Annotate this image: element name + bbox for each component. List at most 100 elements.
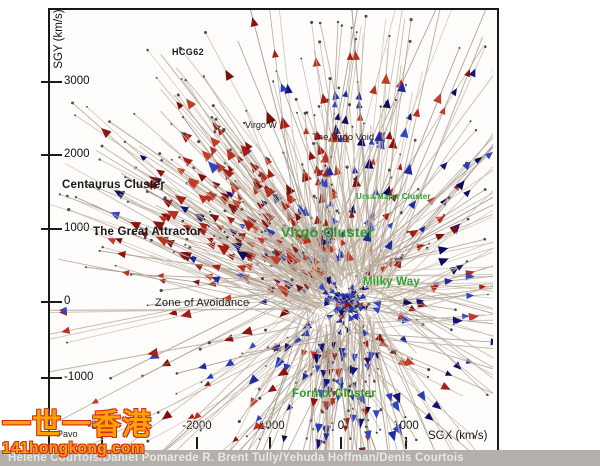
velocity-vector-approaching — [317, 327, 326, 409]
velocity-vector-receding — [385, 266, 493, 272]
velocity-vector-approaching — [353, 241, 493, 296]
velocity-vector-receding — [365, 216, 493, 272]
velocity-vector-receding — [305, 331, 328, 440]
velocity-vector-approaching — [362, 336, 493, 394]
x-axis-label: SGX (km/s) — [428, 430, 488, 442]
velocity-vector-approaching — [335, 285, 360, 314]
velocity-vector-approaching — [336, 330, 366, 450]
velocity-vector-receding — [367, 213, 493, 267]
velocity-vector-approaching — [358, 153, 402, 280]
velocity-vector-receding — [312, 141, 340, 271]
velocity-vector-approaching — [376, 18, 413, 271]
x-tick-label: 0 — [337, 420, 345, 432]
velocity-vector-receding — [338, 26, 354, 275]
velocity-vector-approaching — [383, 143, 493, 284]
velocity-vector-receding — [155, 76, 333, 290]
velocity-vector-receding — [269, 153, 331, 266]
velocity-vector-approaching — [369, 300, 385, 308]
velocity-vector-approaching — [175, 332, 337, 375]
velocity-vector-approaching — [321, 289, 333, 298]
watermark-url-text: 141hongkong.com — [2, 440, 145, 458]
velocity-vector-receding — [254, 352, 318, 390]
velocity-vector-approaching — [386, 305, 493, 394]
y-tick-label: -1000 — [64, 371, 94, 383]
velocity-vector-receding — [146, 346, 320, 443]
velocity-vector-approaching — [307, 312, 314, 450]
velocity-vector-approaching — [358, 151, 493, 263]
y-tick-mark — [41, 377, 62, 379]
velocity-vector-approaching — [375, 91, 414, 287]
velocity-vector-approaching — [355, 18, 387, 281]
velocity-vector-receding — [238, 234, 333, 299]
velocity-vector-approaching — [348, 321, 372, 450]
velocity-vector-receding — [364, 312, 493, 331]
velocity-vector-receding — [173, 94, 327, 271]
x-tick-mark — [101, 437, 103, 449]
velocity-vector-approaching — [362, 237, 487, 270]
velocity-vector-approaching — [370, 105, 384, 276]
velocity-vector-receding — [269, 10, 303, 278]
velocity-vector-approaching — [175, 327, 310, 395]
velocity-vector-receding — [290, 278, 317, 308]
y-tick-mark — [41, 228, 62, 230]
velocity-vector-approaching — [326, 298, 353, 315]
velocity-vector-receding — [162, 299, 315, 450]
velocity-vector-receding — [384, 313, 493, 376]
velocity-vector-receding — [74, 114, 325, 283]
velocity-vector-approaching — [383, 138, 417, 286]
velocity-vector-approaching — [328, 328, 332, 450]
velocity-vector-approaching — [336, 341, 377, 450]
velocity-vectors-svg — [50, 10, 493, 450]
velocity-vector-approaching — [355, 337, 418, 442]
velocity-vector-approaching — [199, 313, 324, 432]
velocity-vector-receding — [50, 284, 299, 335]
velocity-vector-receding — [245, 109, 319, 301]
velocity-vector-approaching — [379, 312, 417, 354]
velocity-vector-receding — [260, 231, 316, 303]
x-tick-label: -3000 — [87, 420, 117, 432]
velocity-vector-approaching — [361, 283, 493, 311]
velocity-vector-approaching — [318, 336, 361, 450]
velocity-vector-approaching — [374, 280, 493, 314]
velocity-vector-receding — [381, 36, 484, 294]
velocity-vector-approaching — [313, 332, 322, 377]
velocity-vector-approaching — [50, 306, 309, 314]
velocity-vector-receding — [366, 188, 487, 268]
velocity-vector-approaching — [331, 327, 351, 432]
velocity-vector-approaching — [345, 327, 348, 450]
y-tick-label: 1000 — [64, 222, 90, 234]
velocity-vector-receding — [178, 156, 320, 281]
velocity-vector-receding — [313, 51, 360, 279]
x-tick-mark — [269, 437, 271, 449]
plot-frame: SGY (km/s) SGX (km/s) 3000 2000 1000 0 -1000… — [41, 8, 499, 456]
velocity-vector-approaching — [392, 285, 493, 317]
velocity-vector-receding — [258, 173, 342, 289]
velocity-vector-receding — [372, 10, 487, 280]
velocity-vector-receding — [183, 132, 324, 271]
velocity-vector-approaching — [359, 335, 369, 450]
y-tick-mark — [41, 301, 62, 303]
credit-bar: Helene Courtois/Daniel Pomarede R. Brent… — [0, 450, 600, 466]
velocity-vector-receding — [337, 301, 360, 309]
velocity-vector-receding — [58, 258, 311, 311]
velocity-vector-approaching — [369, 315, 389, 450]
velocity-vector-receding — [164, 327, 305, 450]
velocity-vector-approaching — [149, 238, 316, 315]
y-tick-label: 0 — [64, 295, 71, 307]
velocity-vector-receding — [299, 213, 321, 292]
velocity-vector-approaching — [357, 196, 493, 275]
velocity-vector-receding — [269, 311, 328, 450]
velocity-vector-receding — [160, 138, 325, 278]
y-tick-mark — [41, 81, 62, 83]
velocity-vector-approaching — [370, 287, 493, 359]
velocity-vector-approaching — [318, 24, 344, 282]
velocity-vector-approaching — [349, 283, 493, 294]
velocity-vector-approaching — [381, 334, 435, 450]
velocity-vector-receding — [119, 193, 313, 304]
velocity-vector-receding — [229, 148, 342, 274]
velocity-vector-receding — [389, 278, 493, 310]
velocity-vector-approaching — [150, 254, 302, 311]
velocity-vector-approaching — [364, 292, 489, 303]
credit-text: Helene Courtois/Daniel Pomarede R. Brent… — [8, 452, 464, 464]
